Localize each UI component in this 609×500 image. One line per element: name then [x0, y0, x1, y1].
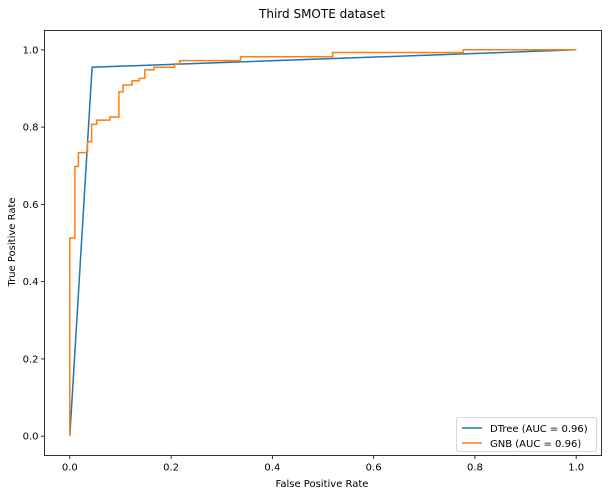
x-tick-label: 0.4 [264, 463, 280, 474]
y-tick-label: 0.0 [23, 432, 39, 443]
x-tick-label: 0.2 [163, 463, 179, 474]
x-axis-label: False Positive Rate [276, 479, 369, 490]
axis-ticks: 0.0 0.2 0.4 0.6 0.8 1.0 0.0 0.2 0.4 0.6 0.8 1.0 [23, 45, 585, 473]
legend-label-dtree: DTree (AUC = 0.96) [490, 424, 588, 435]
y-tick-label: 0.2 [23, 354, 39, 365]
legend-label-gnb: GNB (AUC = 0.96) [490, 439, 581, 450]
x-tick-label: 0.8 [467, 463, 483, 474]
plot-frame [44, 30, 602, 456]
legend-box [456, 417, 597, 452]
y-tick-label: 0.6 [23, 200, 39, 211]
chart-title: Third SMOTE dataset [258, 7, 385, 21]
y-tick-label: 1.0 [23, 45, 39, 56]
y-axis-label: True Positive Rate [7, 197, 18, 287]
x-tick-label: 0.6 [366, 463, 382, 474]
x-tick-label: 1.0 [568, 463, 584, 474]
x-tick-label: 0.0 [62, 463, 78, 474]
series-line-dtree [69, 49, 577, 437]
y-tick-label: 0.4 [23, 277, 39, 288]
series-lines [69, 49, 577, 437]
series-line-gnb [69, 49, 577, 437]
legend: DTree (AUC = 0.96) GNB (AUC = 0.96) [456, 417, 597, 452]
y-tick-label: 0.8 [23, 123, 39, 134]
